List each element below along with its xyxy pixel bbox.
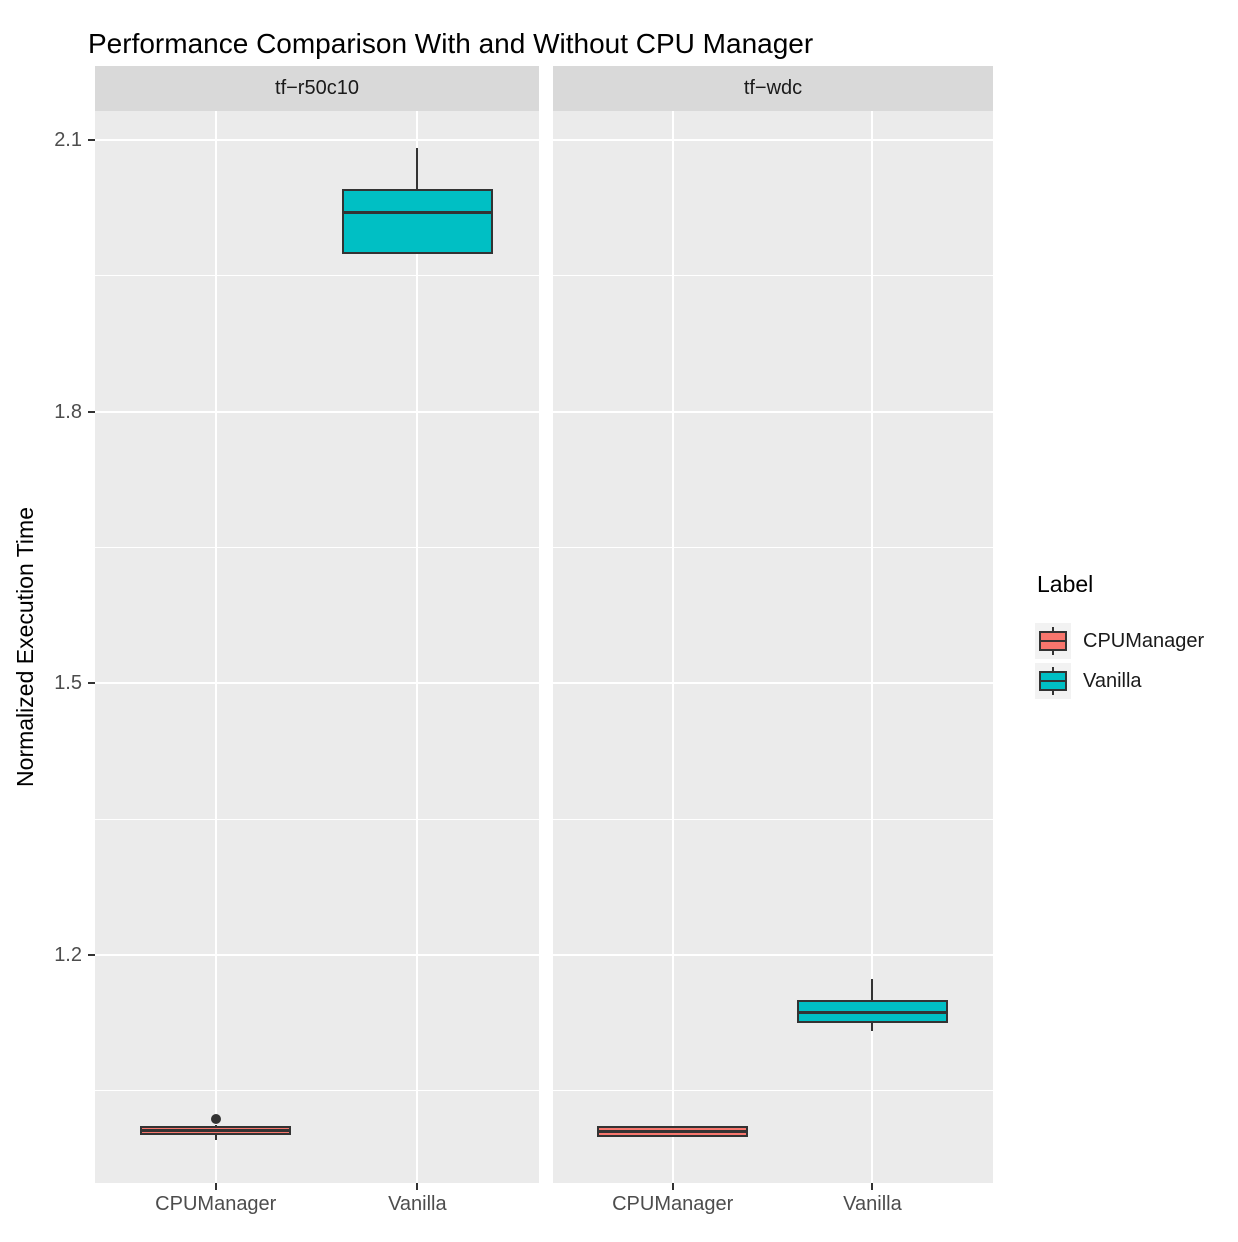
- vertical-gridline: [871, 111, 874, 1183]
- y-tick-mark: [88, 138, 95, 141]
- outlier-point: [210, 1113, 221, 1124]
- legend-key-swatch: [1035, 663, 1071, 699]
- legend-title: Label: [1037, 571, 1094, 597]
- minor-gridline: [553, 275, 993, 277]
- boxplot-median: [796, 1011, 948, 1015]
- y-tick-label: 2.1: [54, 128, 82, 151]
- legend: Label CPUManager Vanilla: [1035, 570, 1204, 703]
- y-tick-mark: [88, 682, 95, 685]
- facet-strip: tf−r50c10: [95, 66, 539, 111]
- legend-key-median-icon: [1039, 640, 1067, 642]
- y-tick-label: 1.2: [54, 943, 82, 966]
- legend-entry: Vanilla: [1035, 663, 1204, 699]
- boxplot-median: [140, 1128, 292, 1132]
- y-tick-label: 1.8: [54, 400, 82, 423]
- minor-gridline: [95, 818, 539, 820]
- legend-entry-label: Vanilla: [1083, 669, 1142, 692]
- major-gridline: [553, 682, 993, 685]
- legend-key-swatch: [1035, 623, 1071, 659]
- minor-gridline: [553, 818, 993, 820]
- facet-panel: [553, 111, 993, 1183]
- x-tick-label: Vanilla: [843, 1193, 902, 1215]
- major-gridline: [553, 138, 993, 141]
- major-gridline: [553, 953, 993, 956]
- y-axis-title: Normalized Execution Time: [11, 507, 38, 787]
- major-gridline: [95, 410, 539, 413]
- y-tick-mark: [88, 410, 95, 413]
- facet-strip-label: tf−r50c10: [275, 77, 359, 99]
- minor-gridline: [95, 275, 539, 277]
- boxplot-median: [341, 210, 493, 214]
- minor-gridline: [553, 1090, 993, 1092]
- x-tick-mark: [871, 1183, 874, 1190]
- legend-entry: CPUManager: [1035, 623, 1204, 659]
- y-tick-mark: [88, 953, 95, 956]
- boxplot-median: [597, 1129, 749, 1133]
- x-tick-mark: [416, 1183, 419, 1190]
- x-tick-mark: [671, 1183, 674, 1190]
- vertical-gridline: [416, 111, 419, 1183]
- minor-gridline: [95, 1090, 539, 1092]
- legend-key-median-icon: [1039, 680, 1067, 682]
- chart-title: Performance Comparison With and Without …: [88, 28, 814, 59]
- x-tick-label: CPUManager: [155, 1193, 277, 1215]
- legend-keys: CPUManager Vanilla: [1035, 623, 1204, 699]
- vertical-gridline: [671, 111, 674, 1183]
- major-gridline: [95, 953, 539, 956]
- x-tick-label: Vanilla: [388, 1193, 447, 1215]
- minor-gridline: [553, 546, 993, 548]
- y-axis-title-wrap: Normalized Execution Time: [8, 111, 42, 1183]
- facet-strip: tf−wdc: [553, 66, 993, 111]
- vertical-gridline: [214, 111, 217, 1183]
- x-tick-mark: [214, 1183, 217, 1190]
- legend-entry-label: CPUManager: [1083, 629, 1205, 652]
- facet-panel: [95, 111, 539, 1183]
- major-gridline: [95, 138, 539, 141]
- facet-strip-label: tf−wdc: [743, 77, 803, 99]
- minor-gridline: [95, 546, 539, 548]
- major-gridline: [95, 682, 539, 685]
- y-tick-label: 1.5: [54, 672, 82, 695]
- boxplot-box: [341, 188, 493, 255]
- major-gridline: [553, 410, 993, 413]
- x-tick-label: CPUManager: [612, 1193, 734, 1215]
